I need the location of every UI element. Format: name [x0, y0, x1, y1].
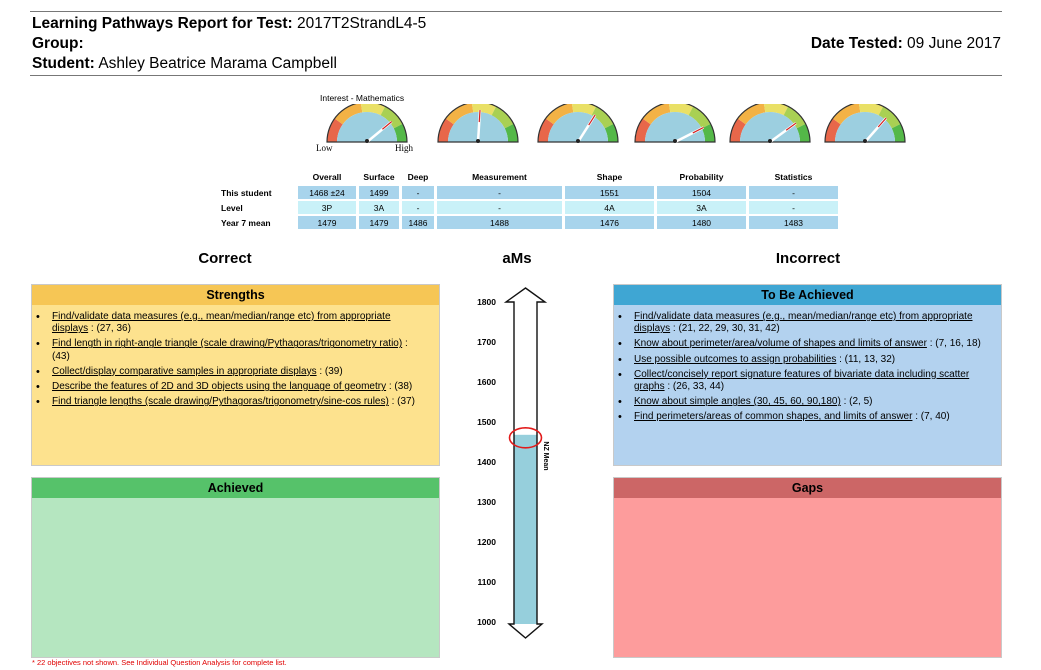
top-rule [30, 11, 1002, 12]
strength-objective-link[interactable]: Find length in right-angle triangle (sca… [52, 338, 403, 350]
scale-tick-label: 1300 [477, 497, 496, 507]
col-overall: Overall [312, 171, 342, 182]
to-be-achieved-objective-link[interactable]: Find/validate data measures (e.g., mean/… [634, 311, 973, 335]
strength-question-refs: : (27, 36) [88, 323, 131, 335]
to-be-achieved-item: Find perimeters/areas of common shapes, … [618, 411, 996, 423]
date-tested: Date Tested: 09 June 2017 [810, 35, 1001, 52]
gauge-shape [634, 104, 716, 144]
nz-mean-wrap: NZ Mean [534, 438, 554, 474]
to-be-achieved-objective-link[interactable]: Use possible outcomes to assign probabil… [634, 353, 837, 365]
header-rule [30, 75, 1002, 76]
col-surface: Surface [363, 171, 395, 182]
strength-question-refs: : (39) [316, 365, 343, 377]
score-row-student: This student 1468 ±24 1499 - - 1551 1504… [221, 186, 838, 199]
scale-tick-label: 1200 [477, 537, 496, 547]
score-header-row: Overall Surface Deep Measurement Shape P… [221, 169, 838, 184]
to-be-achieved-item: Use possible outcomes to assign probabil… [618, 353, 996, 366]
col-statistics: Statistics [774, 171, 813, 182]
strength-question-refs: : (38) [386, 381, 413, 393]
to-be-achieved-question-refs: : (7, 16, 18) [926, 338, 981, 350]
to-be-achieved-title: To Be Achieved [614, 285, 1001, 305]
scale-arrow [503, 287, 548, 639]
to-be-achieved-question-refs: : (21, 22, 29, 30, 31, 42) [670, 323, 780, 335]
gaps-title: Gaps [614, 478, 1001, 498]
scale-tick-label: 1500 [477, 417, 496, 427]
scale-tick-label: 1600 [477, 377, 496, 387]
strength-question-refs: : (43) [52, 338, 408, 362]
strengths-title: Strengths [32, 285, 439, 305]
to-be-achieved-question-refs: : (7, 40) [912, 411, 950, 423]
gauge-interest [326, 104, 408, 143]
to-be-achieved-question-refs: : (26, 33, 44) [664, 381, 725, 393]
strengths-panel: Strengths Find/validate data measures (e… [31, 284, 440, 466]
strength-question-refs: : (37) [388, 396, 415, 408]
to-be-achieved-objective-link[interactable]: Know about perimeter/area/volume of shap… [634, 338, 927, 350]
strength-item: Collect/display comparative samples in a… [36, 365, 417, 378]
group-line: Group: [32, 35, 84, 52]
interest-gauge-title: Interest - Mathematics [320, 93, 405, 103]
to-be-achieved-objective-link[interactable]: Collect/concisely report signature featu… [634, 368, 970, 393]
nz-mean-label: NZ Mean [542, 441, 549, 471]
achieved-panel: Achieved [31, 477, 440, 658]
gauge-measurement [537, 104, 619, 143]
gaps-panel: Gaps [613, 477, 1002, 658]
report-title: Learning Pathways Report for Test: 2017T… [32, 15, 427, 32]
ams-scale [503, 287, 548, 639]
student-line: Student: Ashley Beatrice Marama Campbell [32, 55, 337, 72]
scale-tick-label: 1100 [477, 577, 496, 587]
to-be-achieved-question-refs: : (2, 5) [840, 396, 873, 408]
gauge-statistics [824, 104, 906, 143]
gauge-high-label: High [395, 143, 413, 153]
correct-heading: Correct [198, 250, 252, 267]
scale-tick-label: 1400 [477, 457, 496, 467]
to-be-achieved-objective-link[interactable]: Know about simple angles (30, 45, 60, 90… [634, 396, 841, 408]
scale-tick-label: 1000 [477, 617, 496, 627]
col-probability: Probability [679, 171, 724, 182]
footnote: * 22 objectives not shown. See Individua… [32, 658, 287, 667]
strength-item: Describe the features of 2D and 3D objec… [36, 381, 417, 393]
strength-objective-link[interactable]: Find triangle lengths (scale drawing/Pyt… [52, 396, 389, 408]
gauge-low-label: Low [316, 143, 333, 153]
gauge-probability [729, 104, 811, 144]
score-row-level: Level 3P 3A - - 4A 3A - [221, 201, 838, 214]
incorrect-heading: Incorrect [775, 250, 841, 267]
strength-item: Find triangle lengths (scale drawing/Pyt… [36, 396, 417, 408]
to-be-achieved-item: Know about simple angles (30, 45, 60, 90… [618, 396, 996, 408]
score-row-year7-mean: Year 7 mean 1479 1479 1486 1488 1476 148… [221, 216, 838, 229]
to-be-achieved-list: Find/validate data measures (e.g., mean/… [614, 311, 996, 427]
to-be-achieved-item: Know about perimeter/area/volume of shap… [618, 338, 996, 350]
strengths-list: Find/validate data measures (e.g., mean/… [32, 311, 417, 411]
strength-objective-link[interactable]: Collect/display comparative samples in a… [52, 365, 317, 377]
to-be-achieved-objective-link[interactable]: Find perimeters/areas of common shapes, … [634, 411, 913, 423]
to-be-achieved-item: Find/validate data measures (e.g., mean/… [618, 311, 996, 335]
col-deep: Deep [407, 171, 429, 182]
col-measurement: Measurement [472, 171, 527, 182]
to-be-achieved-panel: To Be Achieved Find/validate data measur… [613, 284, 1002, 466]
scale-tick-label: 1700 [477, 337, 496, 347]
strength-item: Find/validate data measures (e.g., mean/… [36, 311, 417, 335]
col-shape: Shape [596, 171, 623, 182]
strength-objective-link[interactable]: Find/validate data measures (e.g., mean/… [52, 311, 391, 335]
ams-heading: aMs [502, 250, 532, 267]
gauge-overall [437, 104, 519, 143]
strength-item: Find length in right-angle triangle (sca… [36, 338, 417, 362]
student-score-fill [514, 434, 537, 624]
to-be-achieved-item: Collect/concisely report signature featu… [618, 368, 996, 393]
strength-objective-link[interactable]: Describe the features of 2D and 3D objec… [52, 381, 387, 393]
to-be-achieved-question-refs: : (11, 13, 32) [836, 353, 896, 365]
scale-tick-label: 1800 [477, 297, 496, 307]
student-score-marker [508, 427, 543, 449]
score-table: Overall Surface Deep Measurement Shape P… [218, 167, 841, 231]
achieved-title: Achieved [32, 478, 439, 498]
